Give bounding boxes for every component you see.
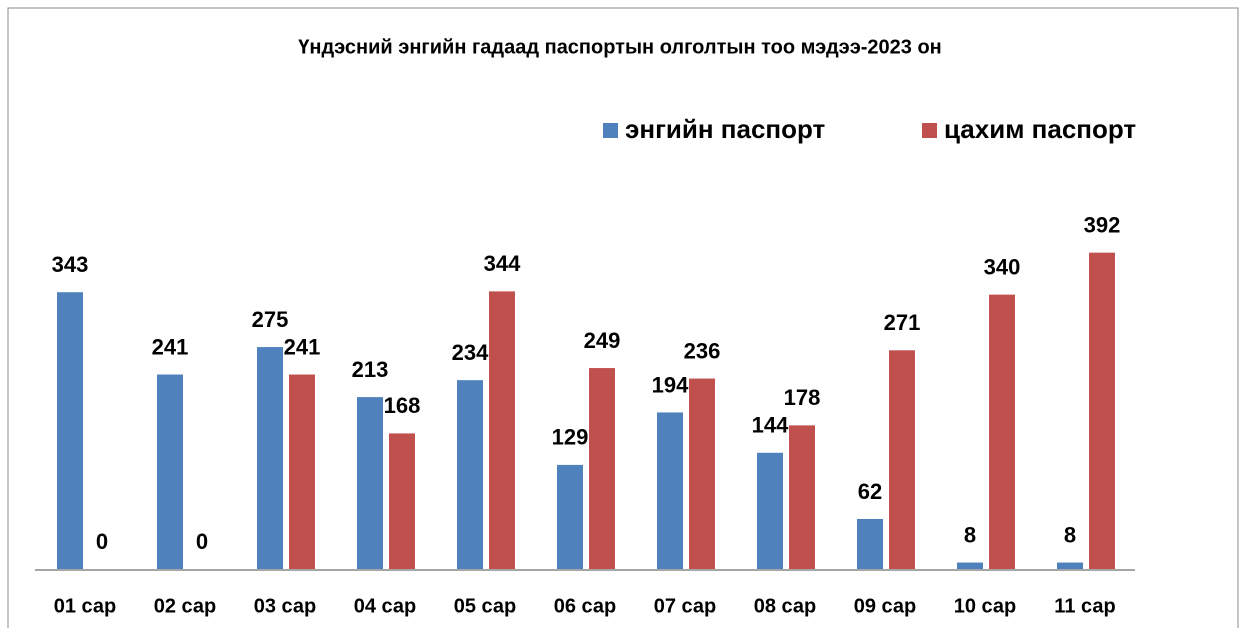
legend-swatch (922, 123, 937, 138)
bar (557, 464, 583, 569)
data-label: 0 (196, 529, 208, 554)
bar (889, 350, 915, 569)
x-tick-label: 03 сар (254, 595, 317, 617)
data-label: 178 (784, 385, 821, 410)
bar (757, 452, 783, 569)
bar (257, 347, 283, 569)
bar (957, 562, 983, 569)
bar (289, 374, 315, 569)
bar (457, 380, 483, 569)
legend-swatch (603, 123, 618, 138)
x-tick-label: 07 сар (654, 595, 717, 617)
bar (57, 292, 83, 569)
bar (789, 425, 815, 569)
x-tick-label: 10 сар (954, 595, 1017, 617)
data-label: 241 (284, 334, 321, 359)
bar (589, 368, 615, 569)
data-label: 234 (452, 340, 489, 365)
data-label: 8 (964, 522, 976, 547)
data-label: 168 (384, 393, 421, 418)
x-tick-label: 09 сар (854, 595, 917, 617)
chart-title: Үндэсний энгийн гадаад паспортын олголты… (298, 36, 942, 58)
data-label: 392 (1084, 212, 1121, 237)
data-label: 275 (252, 307, 289, 332)
bar (989, 294, 1015, 569)
bar (1089, 252, 1115, 569)
x-tick-label: 06 сар (554, 595, 617, 617)
data-label: 194 (652, 372, 689, 397)
bar (689, 378, 715, 569)
bar (857, 518, 883, 569)
bar (1057, 562, 1083, 569)
x-tick-label: 01 сар (54, 595, 117, 617)
x-tick-label: 08 сар (754, 595, 817, 617)
data-label: 236 (684, 338, 721, 363)
bar (357, 397, 383, 569)
data-label: 8 (1064, 522, 1076, 547)
data-label: 129 (552, 425, 589, 450)
data-label: 344 (484, 251, 521, 276)
chart-frame (7, 7, 1239, 633)
x-tick-label: 04 сар (354, 595, 417, 617)
data-label: 0 (96, 529, 108, 554)
x-tick-label: 05 сар (454, 595, 517, 617)
bar (657, 412, 683, 569)
data-label: 241 (152, 334, 189, 359)
data-label: 213 (352, 357, 389, 382)
data-label: 271 (884, 310, 921, 335)
legend-label: цахим паспорт (944, 114, 1136, 144)
legend-label: энгийн паспорт (625, 114, 826, 144)
data-label: 343 (52, 252, 89, 277)
data-label: 62 (858, 479, 882, 504)
bar (157, 374, 183, 569)
data-label: 340 (984, 254, 1021, 279)
bar (489, 291, 515, 569)
x-tick-label: 02 сар (154, 595, 217, 617)
data-label: 249 (584, 328, 621, 353)
data-label: 144 (752, 413, 789, 438)
x-tick-label: 11 сар (1054, 595, 1115, 617)
bar (389, 433, 415, 569)
